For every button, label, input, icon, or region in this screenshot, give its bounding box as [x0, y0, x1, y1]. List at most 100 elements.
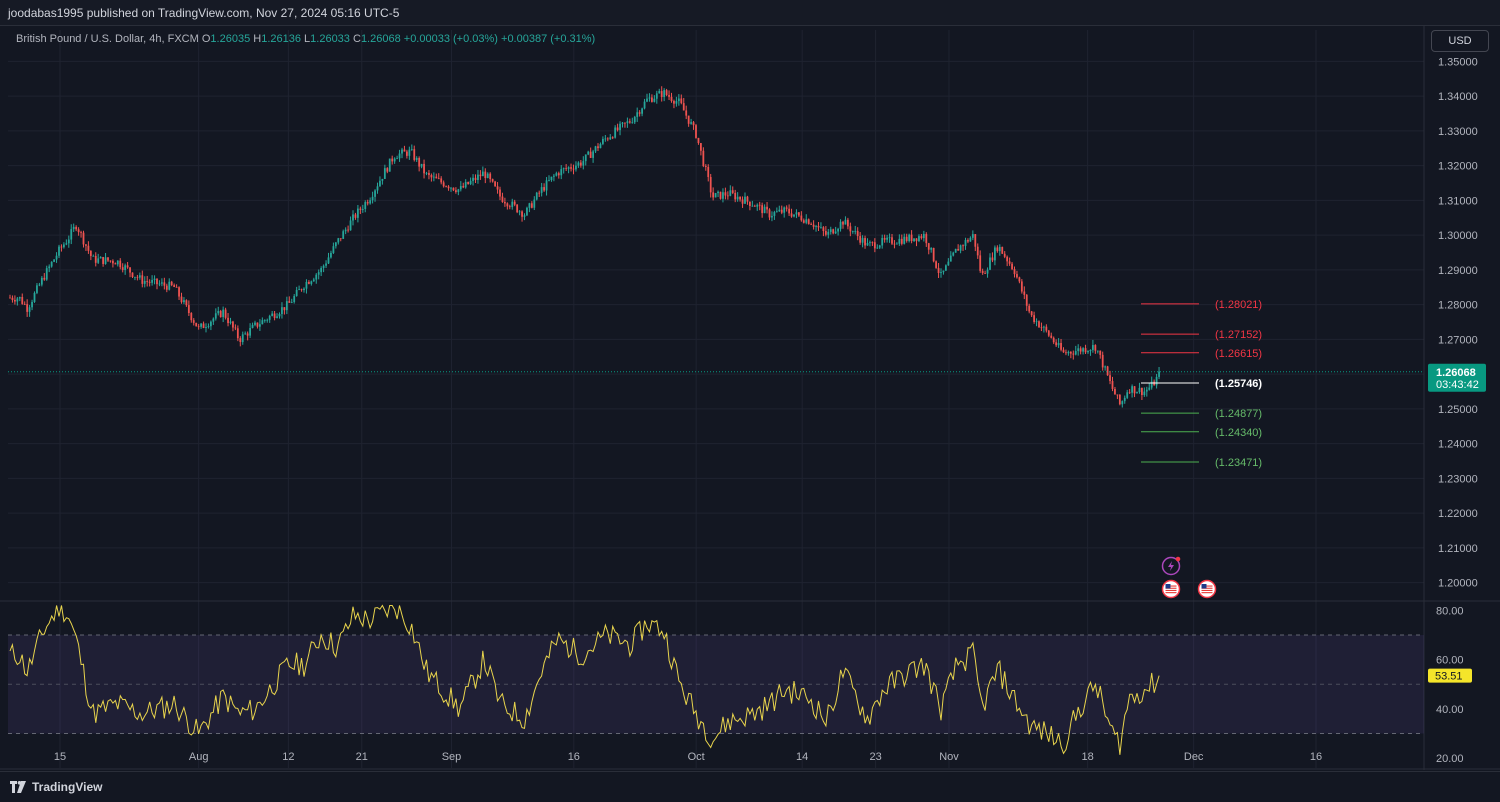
candle-body: [1109, 375, 1111, 382]
event-markers[interactable]: [1161, 556, 1217, 599]
candle-body: [1123, 397, 1126, 402]
candle-body: [114, 263, 117, 265]
open-value: 1.26035: [210, 33, 251, 45]
candle-body: [435, 176, 438, 179]
candle-body: [136, 276, 139, 278]
candle-body: [981, 270, 984, 274]
candle-body: [354, 214, 357, 218]
rsi-tick-label: 40.00: [1436, 704, 1464, 716]
candle-body: [685, 110, 688, 116]
candle-body: [366, 202, 369, 204]
candle-body: [648, 97, 651, 99]
candle-body: [1087, 351, 1089, 353]
candle-body: [393, 158, 396, 162]
candle-body: [109, 260, 112, 262]
candle-body: [979, 255, 982, 271]
tradingview-logo[interactable]: TradingView: [10, 780, 102, 794]
candle-body: [940, 272, 942, 273]
pivot-level-label: (1.28021): [1215, 299, 1262, 311]
candle-body: [575, 165, 577, 170]
candle-body: [325, 263, 327, 266]
low-label: L: [304, 33, 311, 45]
candle-body: [268, 315, 271, 320]
candle-body: [773, 212, 776, 216]
candle-body: [859, 236, 862, 243]
candle-body: [38, 284, 41, 286]
candlestick-series: [8, 86, 1424, 408]
candle-body: [99, 257, 102, 259]
candle-body: [92, 255, 95, 257]
candle-body: [1141, 387, 1143, 396]
high-value: 1.26136: [261, 33, 301, 45]
candle-body: [452, 187, 455, 191]
candle-body: [744, 196, 746, 204]
candle-body: [577, 162, 580, 166]
price-tick-label: 1.22000: [1438, 508, 1478, 520]
candle-body: [925, 234, 928, 244]
time-axis[interactable]: 15 Aug 12 21 Sep 16 Oct 14 23 Nov 18 Dec 16: [54, 751, 1322, 763]
candle-body: [871, 242, 874, 244]
candle-body: [489, 173, 492, 180]
candle-body: [636, 112, 639, 117]
candle-body: [560, 169, 563, 176]
candle-body: [506, 203, 509, 207]
current-price-badge: [1428, 363, 1486, 392]
candle-body: [810, 224, 813, 225]
candle-body: [1067, 351, 1070, 354]
candle-body: [344, 229, 347, 232]
candle-body: [712, 192, 715, 198]
candle-body: [175, 286, 178, 288]
candle-body: [401, 149, 403, 154]
candle-body: [143, 280, 146, 284]
candle-body: [540, 187, 543, 193]
candle-body: [592, 151, 594, 158]
candle-body: [70, 229, 73, 240]
candle-body: [396, 158, 398, 160]
price-tick-label: 1.27000: [1438, 334, 1478, 346]
candle-body: [915, 238, 918, 242]
rsi-axis[interactable]: 80.00 60.00 40.00 20.00: [1436, 605, 1464, 765]
time-tick-label: 15: [54, 751, 66, 763]
candle-body: [486, 173, 489, 179]
symbol-description[interactable]: British Pound / U.S. Dollar, 4h, FXCM: [16, 33, 199, 45]
candle-body: [741, 199, 744, 204]
candle-body: [562, 168, 565, 170]
candle-body: [288, 301, 291, 303]
candle-body: [195, 322, 198, 327]
candle-body: [771, 215, 773, 218]
candle-body: [768, 209, 771, 218]
candle-body: [589, 151, 592, 158]
candle-body: [653, 98, 656, 102]
candle-body: [511, 201, 514, 207]
candle-body: [330, 252, 332, 258]
candle-body: [579, 162, 582, 166]
candle-body: [462, 186, 465, 188]
candle-body: [293, 295, 296, 303]
candle-body: [63, 244, 65, 248]
candle-body: [565, 168, 568, 170]
time-tick-label: 18: [1082, 751, 1094, 763]
time-tick-label: 14: [796, 751, 808, 763]
candle-body: [1121, 401, 1124, 405]
currency-button[interactable]: USD: [1431, 30, 1489, 52]
candle-body: [1145, 389, 1148, 392]
candle-body: [900, 238, 903, 244]
candle-body: [425, 172, 428, 174]
candle-body: [442, 182, 445, 187]
candle-body: [381, 178, 384, 181]
candle-body: [26, 304, 29, 312]
candle-body: [82, 232, 85, 245]
candle-body: [1074, 351, 1077, 355]
candle-body: [1018, 277, 1021, 282]
candle-body: [158, 283, 161, 285]
price-axis[interactable]: 1.35000 1.34000 1.33000 1.32000 1.31000 1.300…: [1438, 56, 1478, 589]
candle-body: [673, 100, 675, 104]
candle-body: [719, 191, 722, 199]
candle-body: [168, 281, 171, 290]
low-value: 1.26033: [310, 33, 350, 45]
candle-body: [300, 289, 303, 291]
candle-body: [775, 211, 778, 213]
candle-body: [680, 98, 683, 104]
candle-body: [484, 171, 487, 179]
